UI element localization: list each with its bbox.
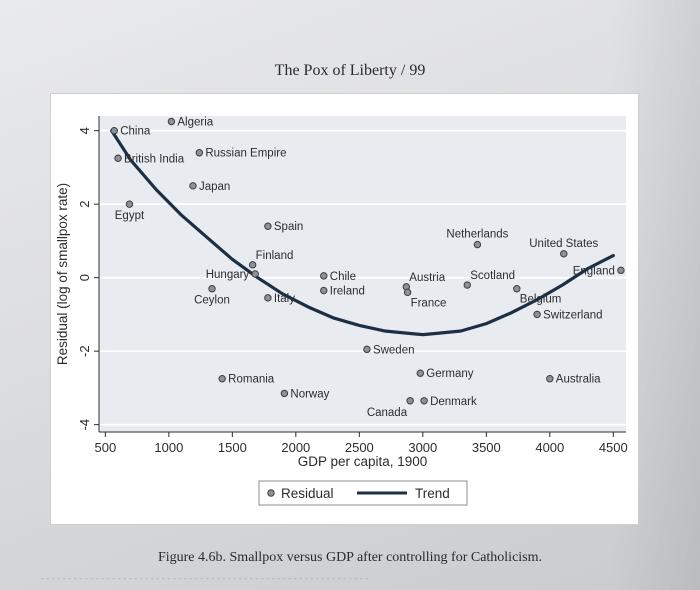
data-point-label: Russian Empire xyxy=(205,148,286,160)
data-points: Algeria China British India Russian Empire J… xyxy=(110,117,625,419)
data-point-label: Finland xyxy=(256,250,294,262)
data-point-label: Spain xyxy=(274,221,303,233)
x-tick-label: 3500 xyxy=(472,440,501,455)
data-point xyxy=(195,149,204,157)
x-tick-label: 4000 xyxy=(535,440,564,455)
x-tick-label: 4500 xyxy=(599,440,628,455)
data-point xyxy=(218,375,226,383)
data-point xyxy=(546,375,554,383)
data-point-label: Italy xyxy=(274,293,295,305)
data-point xyxy=(406,397,414,405)
legend: Residual Trend xyxy=(258,480,468,506)
plot-area xyxy=(99,116,626,432)
y-axis-label: Residual (log of smallpox rate) xyxy=(55,183,70,365)
data-point xyxy=(473,240,482,249)
gridlines xyxy=(99,129,626,426)
data-point-label: Netherlands xyxy=(446,229,508,241)
data-point-label: Germany xyxy=(426,368,474,380)
data-point xyxy=(189,182,197,190)
data-point xyxy=(320,272,328,280)
data-point-label: Canada xyxy=(367,407,408,419)
data-point-label: China xyxy=(120,126,151,138)
data-point xyxy=(560,250,568,258)
figure-caption: Figure 4.6b. Smallpox versus GDP after c… xyxy=(157,550,543,565)
y-tick-label: -2 xyxy=(77,345,92,357)
data-point-label: Australia xyxy=(556,374,601,386)
data-point-label: Algeria xyxy=(177,117,213,129)
data-point-label: Romania xyxy=(228,374,275,386)
show-through-text: ⁃⁃⁃⁃⁃⁃⁃⁃⁃⁃⁃⁃⁃⁃⁃⁃⁃⁃⁃⁃⁃⁃⁃⁃⁃⁃⁃⁃⁃⁃⁃⁃⁃⁃⁃⁃⁃⁃⁃⁃… xyxy=(40,574,370,584)
data-point xyxy=(251,270,259,278)
y-tick-label: 2 xyxy=(77,201,92,208)
x-tick-label: 1000 xyxy=(154,440,183,455)
x-tick-label: 500 xyxy=(94,440,116,455)
data-point-label: Ceylon xyxy=(194,295,230,307)
y-tick-label: 4 xyxy=(77,127,92,134)
data-point xyxy=(617,266,625,275)
data-point xyxy=(114,154,122,162)
data-point-label: England xyxy=(573,265,615,277)
data-point-label: Ireland xyxy=(330,286,365,298)
data-point xyxy=(110,126,118,135)
data-point xyxy=(533,310,541,319)
data-point-label: United States xyxy=(529,238,598,250)
x-tick-label: 2000 xyxy=(281,440,310,455)
data-point xyxy=(513,284,521,293)
data-point-label: Japan xyxy=(199,181,230,193)
y-tick-label: 0 xyxy=(77,274,92,281)
data-point-label: Chile xyxy=(330,271,356,283)
trend-line xyxy=(110,129,615,337)
legend-marker-residual xyxy=(267,489,275,497)
data-point-label: Egypt xyxy=(115,210,145,222)
legend-label-trend: Trend xyxy=(415,486,450,501)
data-point xyxy=(280,389,289,398)
data-point-label: Austria xyxy=(409,272,445,284)
data-point-label: France xyxy=(411,297,447,309)
data-point xyxy=(248,261,257,269)
data-point-label: Sweden xyxy=(373,344,415,356)
data-point-label: Hungary xyxy=(206,269,250,281)
data-point xyxy=(416,369,424,377)
data-point xyxy=(264,294,272,302)
data-point-label: Belgium xyxy=(520,294,562,306)
data-point xyxy=(208,284,216,293)
data-point xyxy=(264,222,272,230)
x-tick-label: 1500 xyxy=(218,440,247,455)
y-tick-label: -4 xyxy=(77,419,92,431)
legend-label-residual: Residual xyxy=(281,486,334,501)
axes xyxy=(98,116,626,433)
x-tick-label: 2500 xyxy=(345,440,374,455)
figure-panel: -4 -2 0 2 4 500 1000 1500 2000 2500 3000 3500 4000 45… xyxy=(50,93,639,525)
data-point-label: Switzerland xyxy=(543,309,602,321)
data-point xyxy=(403,288,412,297)
data-point xyxy=(167,117,176,126)
data-point-label: Norway xyxy=(290,388,329,400)
data-point-label: Denmark xyxy=(430,396,477,408)
running-head: The Pox of Liberty / 99 xyxy=(274,62,426,79)
data-point-label: British India xyxy=(124,153,185,165)
x-tick-label: 3000 xyxy=(408,440,437,455)
data-point xyxy=(125,200,134,208)
data-point xyxy=(420,397,428,405)
data-point xyxy=(463,281,471,289)
x-axis-label: GDP per capita, 1900 xyxy=(298,454,428,469)
data-point xyxy=(363,345,371,354)
data-point-label: Scotland xyxy=(470,270,515,282)
data-point xyxy=(320,286,328,295)
